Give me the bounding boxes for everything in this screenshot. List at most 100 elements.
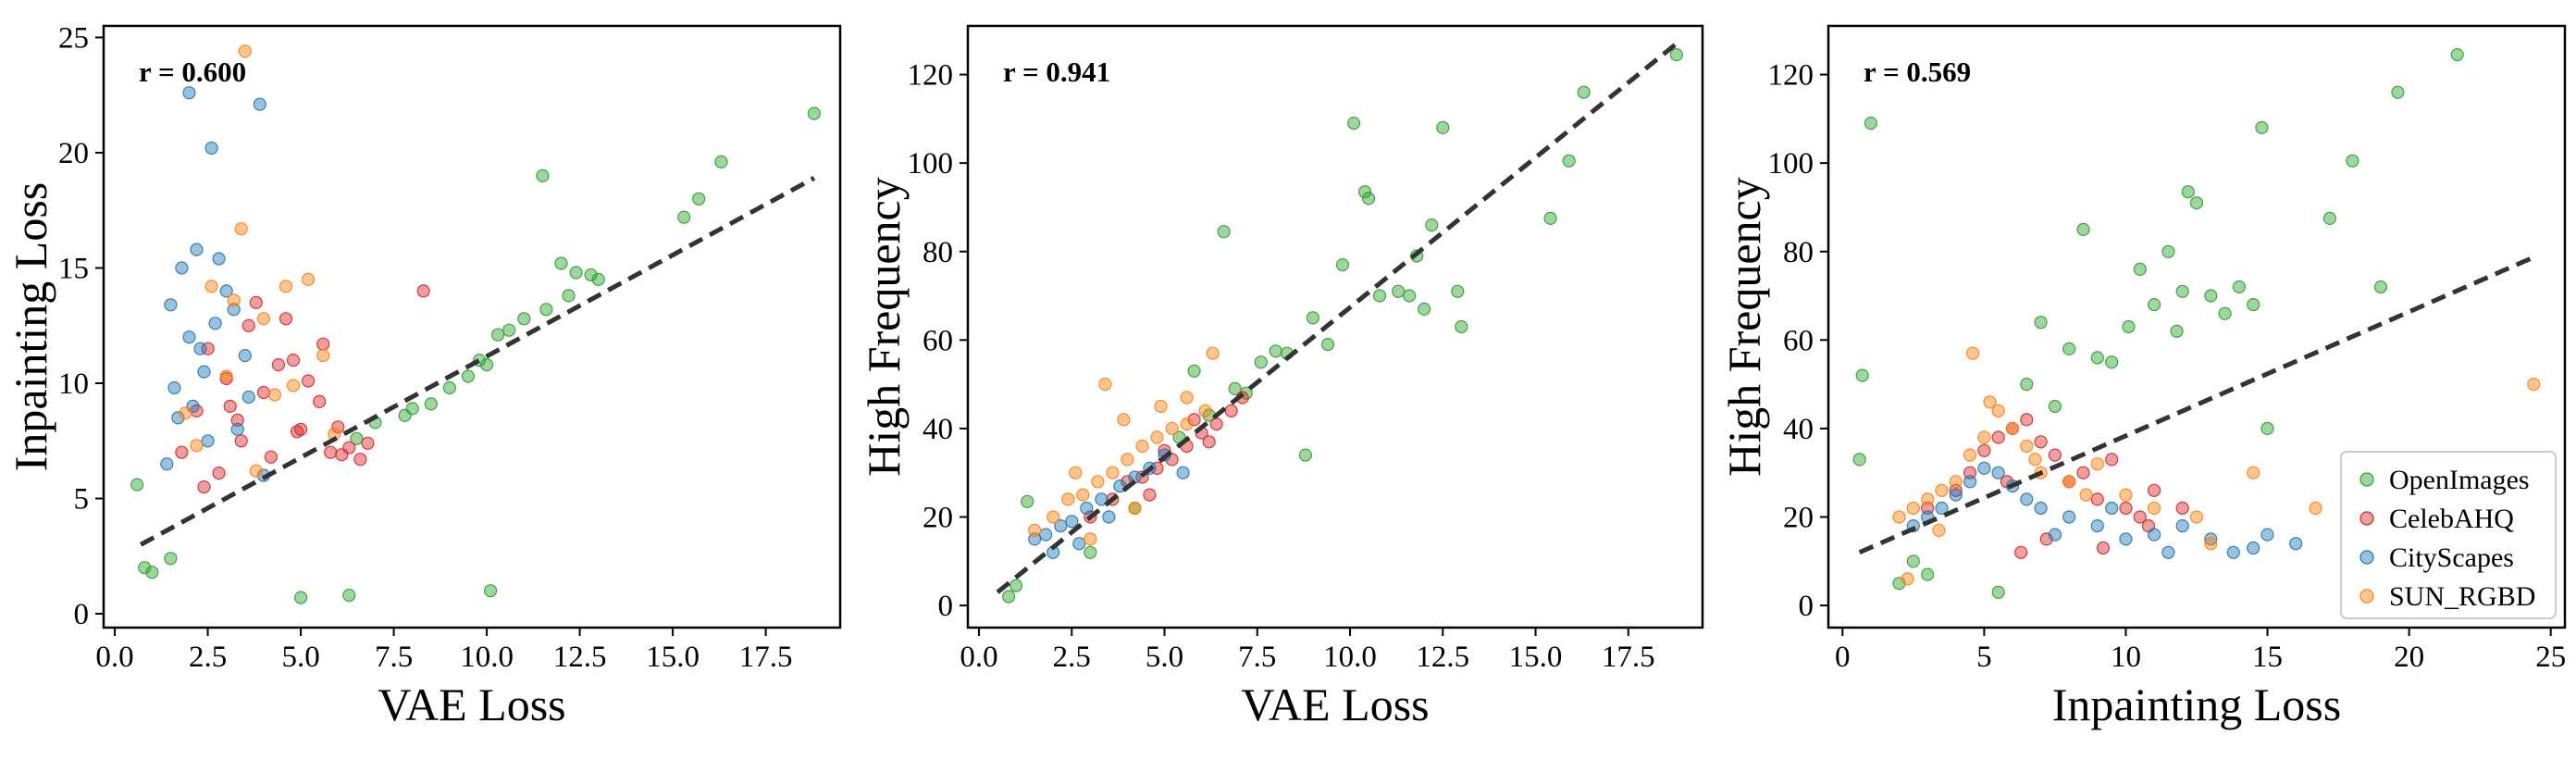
data-point <box>302 374 316 388</box>
data-point <box>2175 501 2189 516</box>
series-SUN_RGBD <box>1892 346 2541 586</box>
data-point <box>138 561 152 575</box>
legend-label: CityScapes <box>2389 542 2514 573</box>
data-point <box>324 445 338 459</box>
data-point <box>1091 475 1105 489</box>
data-point <box>2122 319 2136 334</box>
data-point <box>238 349 252 363</box>
data-point <box>1346 117 1361 131</box>
data-point <box>416 284 430 298</box>
data-point <box>2322 211 2336 225</box>
data-point <box>1451 284 1465 298</box>
data-point <box>264 450 278 464</box>
data-point <box>1154 399 1168 414</box>
x-tick-label: 5.0 <box>281 641 319 674</box>
fit-line <box>996 42 1678 594</box>
data-point <box>1298 448 1313 462</box>
data-point <box>1224 404 1238 417</box>
data-point <box>242 390 255 405</box>
data-point <box>539 303 553 317</box>
data-point <box>1061 492 1075 506</box>
data-point <box>2105 453 2119 467</box>
data-point <box>1991 466 2005 479</box>
data-point <box>197 479 211 494</box>
data-point <box>1095 492 1108 506</box>
series-SUN_RGBD <box>1028 346 1220 546</box>
y-tick-label: 100 <box>908 147 954 181</box>
data-point <box>256 312 270 326</box>
data-point <box>1543 211 1557 225</box>
x-axis-label: VAE Loss <box>378 679 565 730</box>
data-point <box>502 323 516 337</box>
data-point <box>1963 475 1977 489</box>
chart-panel-1: 0.0 2.5 5.0 7.5 10.0 12.5 15.0 17.5 0 5 10 15 20 25 VA… <box>5 21 842 730</box>
data-point <box>1028 523 1042 538</box>
data-point <box>1021 494 1034 508</box>
data-point <box>1217 225 1231 239</box>
data-point <box>249 295 263 309</box>
data-point <box>1361 192 1376 205</box>
data-point <box>1977 443 1991 457</box>
series-CelebAHQ <box>175 284 430 494</box>
data-point <box>2062 342 2076 355</box>
data-point <box>1335 258 1350 272</box>
data-point <box>692 192 706 205</box>
data-point <box>2090 518 2104 533</box>
y-tick-label: 0 <box>938 590 954 623</box>
data-point <box>1983 395 1997 409</box>
y-tick-label: 120 <box>908 59 954 93</box>
data-point <box>1892 510 1906 524</box>
data-point <box>230 422 244 436</box>
y-tick-label: 20 <box>923 502 953 535</box>
data-point <box>167 380 181 395</box>
data-point <box>1254 355 1268 369</box>
data-point <box>130 478 144 492</box>
data-point <box>230 413 244 427</box>
data-point <box>286 379 301 392</box>
data-point <box>554 256 568 270</box>
data-point <box>1202 435 1216 449</box>
data-point <box>291 425 304 439</box>
data-point <box>2204 537 2218 551</box>
data-point <box>1562 154 1576 168</box>
data-point <box>2260 421 2274 435</box>
data-point <box>1143 488 1157 502</box>
data-point <box>2247 298 2260 312</box>
data-point <box>2373 280 2388 294</box>
data-point <box>1187 364 1201 378</box>
data-point <box>1135 439 1149 454</box>
data-point <box>2105 501 2119 516</box>
axes-frame <box>966 24 1704 629</box>
data-point <box>1963 466 1977 479</box>
data-point <box>424 397 438 411</box>
series-OpenImages <box>1001 47 1684 604</box>
data-point <box>1065 515 1079 529</box>
data-point <box>1165 421 1179 435</box>
data-point <box>279 312 293 326</box>
y-tick-label: 0 <box>74 598 90 631</box>
data-point <box>2289 537 2303 551</box>
data-point <box>461 369 476 383</box>
y-tick-label: 25 <box>58 21 89 55</box>
data-point <box>1906 554 1920 568</box>
data-point <box>190 439 204 453</box>
data-point <box>1852 453 1866 467</box>
series-CityScapes <box>1028 448 1190 559</box>
data-point <box>2247 466 2260 479</box>
x-tick-label: 5 <box>1976 641 1992 674</box>
x-tick-label: 2.5 <box>189 641 227 674</box>
y-tick-label: 40 <box>1783 413 1814 446</box>
data-point <box>201 434 215 448</box>
legend-label: SUN_RGBD <box>2389 581 2535 612</box>
data-point <box>219 369 233 383</box>
data-point <box>223 399 237 413</box>
data-point <box>2028 453 2042 467</box>
data-point <box>1932 523 1946 538</box>
data-point <box>2090 492 2104 506</box>
correlation-annotation: r = 0.941 <box>1003 56 1110 88</box>
data-point <box>182 86 196 100</box>
data-point <box>2034 435 2048 449</box>
data-point <box>1935 483 1949 497</box>
data-point <box>1206 346 1220 360</box>
data-point <box>234 222 248 236</box>
